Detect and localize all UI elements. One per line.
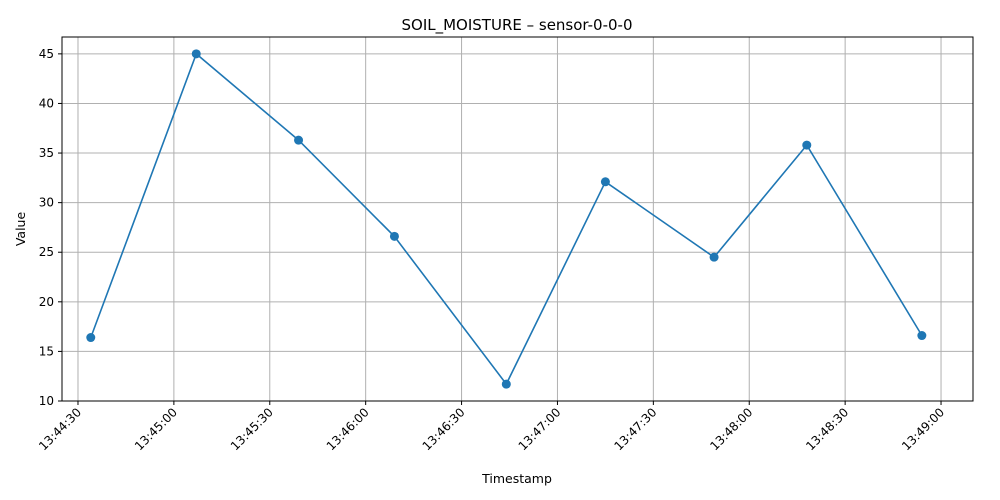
data-point bbox=[389, 231, 399, 241]
y-tick-label: 30 bbox=[39, 196, 54, 210]
data-point bbox=[86, 333, 96, 343]
y-axis-label: Value bbox=[13, 212, 28, 247]
x-tick-label: 13:49:00 bbox=[899, 405, 947, 453]
grid bbox=[62, 37, 973, 402]
axis-ticks: 10 15 20 25 30 35 40 45 13:44:30 13:45:00 13:45:30… bbox=[36, 47, 947, 453]
data-point bbox=[709, 252, 719, 262]
x-tick-label: 13:45:30 bbox=[228, 405, 276, 453]
y-tick-label: 35 bbox=[39, 146, 54, 160]
y-tick-label: 45 bbox=[39, 47, 54, 61]
x-tick-label: 13:47:30 bbox=[611, 405, 659, 453]
x-tick-label: 13:48:30 bbox=[803, 405, 851, 453]
x-tick-label: 13:46:00 bbox=[324, 405, 372, 453]
data-points bbox=[86, 49, 927, 389]
data-point bbox=[294, 135, 304, 145]
x-tick-label: 13:45:00 bbox=[132, 405, 180, 453]
x-tick-label: 13:48:00 bbox=[707, 405, 755, 453]
y-tick-label: 20 bbox=[39, 295, 54, 309]
data-point bbox=[802, 140, 812, 150]
x-axis-label: Timestamp bbox=[481, 471, 552, 486]
x-tick-label: 13:47:00 bbox=[516, 405, 564, 453]
x-tick-label: 13:46:30 bbox=[420, 405, 468, 453]
plot-frame bbox=[61, 36, 974, 402]
chart-title: SOIL_MOISTURE – sensor-0-0-0 bbox=[402, 16, 633, 35]
data-point bbox=[191, 49, 201, 59]
y-tick-label: 40 bbox=[39, 96, 54, 110]
y-tick-label: 25 bbox=[39, 245, 54, 259]
data-point bbox=[917, 331, 927, 341]
y-tick-label: 10 bbox=[39, 394, 54, 408]
y-tick-label: 15 bbox=[39, 344, 54, 358]
data-point bbox=[501, 379, 511, 389]
data-point bbox=[600, 177, 610, 187]
x-tick-label: 13:44:30 bbox=[36, 405, 84, 453]
